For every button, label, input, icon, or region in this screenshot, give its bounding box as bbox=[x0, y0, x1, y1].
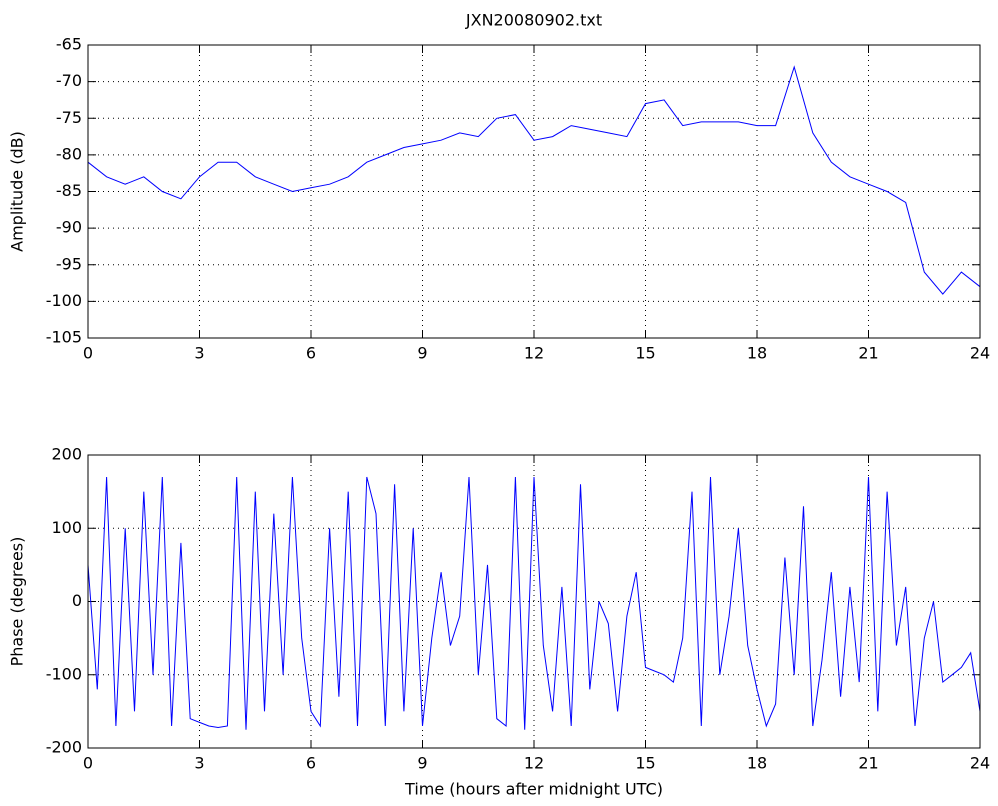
data-line bbox=[87, 476, 981, 730]
y-tick-label: -65 bbox=[56, 35, 82, 54]
x-tick-label: 15 bbox=[635, 754, 655, 773]
x-tick-label: 0 bbox=[83, 344, 93, 363]
y-tick-label: -100 bbox=[46, 664, 82, 683]
y-tick-label: -95 bbox=[56, 254, 82, 273]
x-tick-label: 24 bbox=[970, 754, 990, 773]
y-tick-label: 100 bbox=[51, 518, 82, 537]
x-tick-label: 6 bbox=[306, 344, 316, 363]
x-tick-label: 18 bbox=[747, 754, 767, 773]
x-tick-label: 18 bbox=[747, 344, 767, 363]
y-tick-label: -80 bbox=[56, 144, 82, 163]
data-line bbox=[87, 65, 981, 295]
x-tick-label: 3 bbox=[194, 754, 204, 773]
y-tick-label: -85 bbox=[56, 181, 82, 200]
x-axis-label: Time (hours after midnight UTC) bbox=[404, 780, 663, 799]
x-tick-label: 15 bbox=[635, 344, 655, 363]
x-tick-label: 12 bbox=[524, 754, 544, 773]
y-axis-label: Phase (degrees) bbox=[8, 537, 27, 667]
y-tick-label: -200 bbox=[46, 738, 82, 757]
y-tick-label: 0 bbox=[72, 591, 82, 610]
x-tick-label: 9 bbox=[417, 344, 427, 363]
axes-frame bbox=[87, 454, 981, 749]
x-tick-label: 9 bbox=[417, 754, 427, 773]
x-tick-label: 12 bbox=[524, 344, 544, 363]
y-tick-label: -70 bbox=[56, 71, 82, 90]
chart-title: JXN20080902.txt bbox=[465, 11, 602, 30]
y-tick-label: 200 bbox=[51, 445, 82, 464]
y-tick-label: -100 bbox=[46, 291, 82, 310]
y-tick-label: -90 bbox=[56, 218, 82, 237]
x-tick-label: 6 bbox=[306, 754, 316, 773]
x-tick-label: 21 bbox=[858, 754, 878, 773]
axes-frame bbox=[87, 44, 981, 339]
x-tick-label: 3 bbox=[194, 344, 204, 363]
y-axis-label: Amplitude (dB) bbox=[8, 131, 27, 252]
x-tick-label: 24 bbox=[970, 344, 990, 363]
y-tick-label: -75 bbox=[56, 108, 82, 127]
y-tick-label: -105 bbox=[46, 328, 82, 347]
x-tick-label: 21 bbox=[858, 344, 878, 363]
x-tick-label: 0 bbox=[83, 754, 93, 773]
